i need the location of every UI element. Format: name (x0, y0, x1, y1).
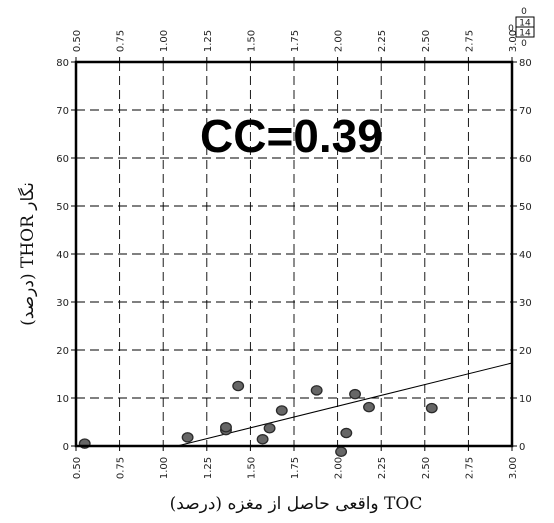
x-tick-label-top: 3.00 (508, 30, 519, 52)
y-tick-label-right: 50 (519, 202, 532, 213)
data-point (220, 422, 232, 433)
y-tick-label-left: 30 (56, 298, 69, 309)
count-top: 0 (521, 7, 527, 17)
x-tick-label-top: 1.50 (246, 30, 257, 52)
x-tick-label-top: 2.00 (334, 30, 345, 52)
x-tick-label-bottom: 1.75 (290, 457, 301, 479)
x-tick-label-bottom: 2.00 (334, 457, 345, 479)
correlation-annotation: CC=0.39 (200, 110, 383, 162)
y-tick-label-left: 50 (56, 202, 69, 213)
count-box-upper: 14 (519, 19, 531, 29)
data-points (78, 380, 438, 458)
point-count-indicator: 0 14 14 0 0 (508, 7, 535, 49)
y-tick-label-right: 40 (519, 250, 532, 261)
x-tick-label-bottom: 1.00 (159, 457, 170, 479)
x-tick-label-bottom: 1.25 (203, 457, 214, 479)
count-box-lower: 14 (519, 29, 531, 39)
tick-labels: 0.50 0.50 0.75 0.75 1.00 1.00 1.25 1.25 1.50 1.50… (56, 30, 531, 479)
data-point (335, 446, 348, 458)
data-point (263, 422, 276, 434)
data-point (256, 434, 269, 445)
x-tick-label-bottom: 1.50 (246, 457, 257, 479)
data-point (310, 385, 323, 396)
data-point (349, 388, 361, 400)
x-axis-label: TOC واقعی حاصل از مغزه (درصد) (170, 494, 423, 514)
plot-frame (74, 60, 514, 448)
x-tick-label-top: 1.75 (290, 30, 301, 52)
x-tick-label-bottom: 3.00 (508, 457, 519, 479)
data-point (340, 427, 353, 439)
y-axis-label: نگار THOR (درصد) (17, 182, 38, 326)
x-tick-label-bottom: 0.50 (72, 457, 83, 479)
data-point (363, 401, 375, 413)
y-tick-label-right: 60 (519, 154, 532, 165)
data-point (275, 405, 288, 416)
y-tick-label-left: 0 (63, 442, 69, 453)
x-tick-label-bottom: 2.25 (377, 457, 388, 479)
x-tick-label-bottom: 0.75 (116, 457, 127, 479)
y-tick-label-left: 20 (56, 346, 69, 357)
y-tick-label-left: 70 (56, 106, 69, 117)
y-tick-label-right: 0 (519, 442, 525, 453)
y-tick-label-right: 70 (519, 106, 532, 117)
x-tick-label-top: 2.75 (464, 30, 475, 52)
regression-line (177, 362, 513, 447)
x-tick-label-bottom: 2.75 (464, 457, 475, 479)
x-tick-label-top: 1.25 (203, 30, 214, 52)
y-tick-label-right: 30 (519, 298, 532, 309)
data-point (181, 432, 194, 443)
y-tick-label-left: 10 (56, 394, 69, 405)
data-point (425, 402, 438, 414)
x-tick-label-bottom: 2.50 (421, 457, 432, 479)
y-tick-label-left: 40 (56, 250, 69, 261)
data-point (232, 380, 245, 392)
x-tick-label-top: 2.25 (377, 30, 388, 52)
count-side: 0 (508, 24, 514, 34)
y-tick-label-left: 60 (56, 154, 69, 165)
grid-lines (76, 62, 512, 446)
y-tick-label-right: 10 (519, 394, 532, 405)
y-tick-label-left: 80 (56, 58, 69, 69)
count-bottom: 0 (521, 39, 527, 49)
x-tick-label-top: 0.50 (72, 30, 83, 52)
y-tick-label-right: 20 (519, 346, 532, 357)
y-tick-label-right: 80 (519, 58, 532, 69)
x-tick-label-top: 2.50 (421, 30, 432, 52)
x-tick-label-top: 1.00 (159, 30, 170, 52)
x-tick-label-top: 0.75 (116, 30, 127, 52)
